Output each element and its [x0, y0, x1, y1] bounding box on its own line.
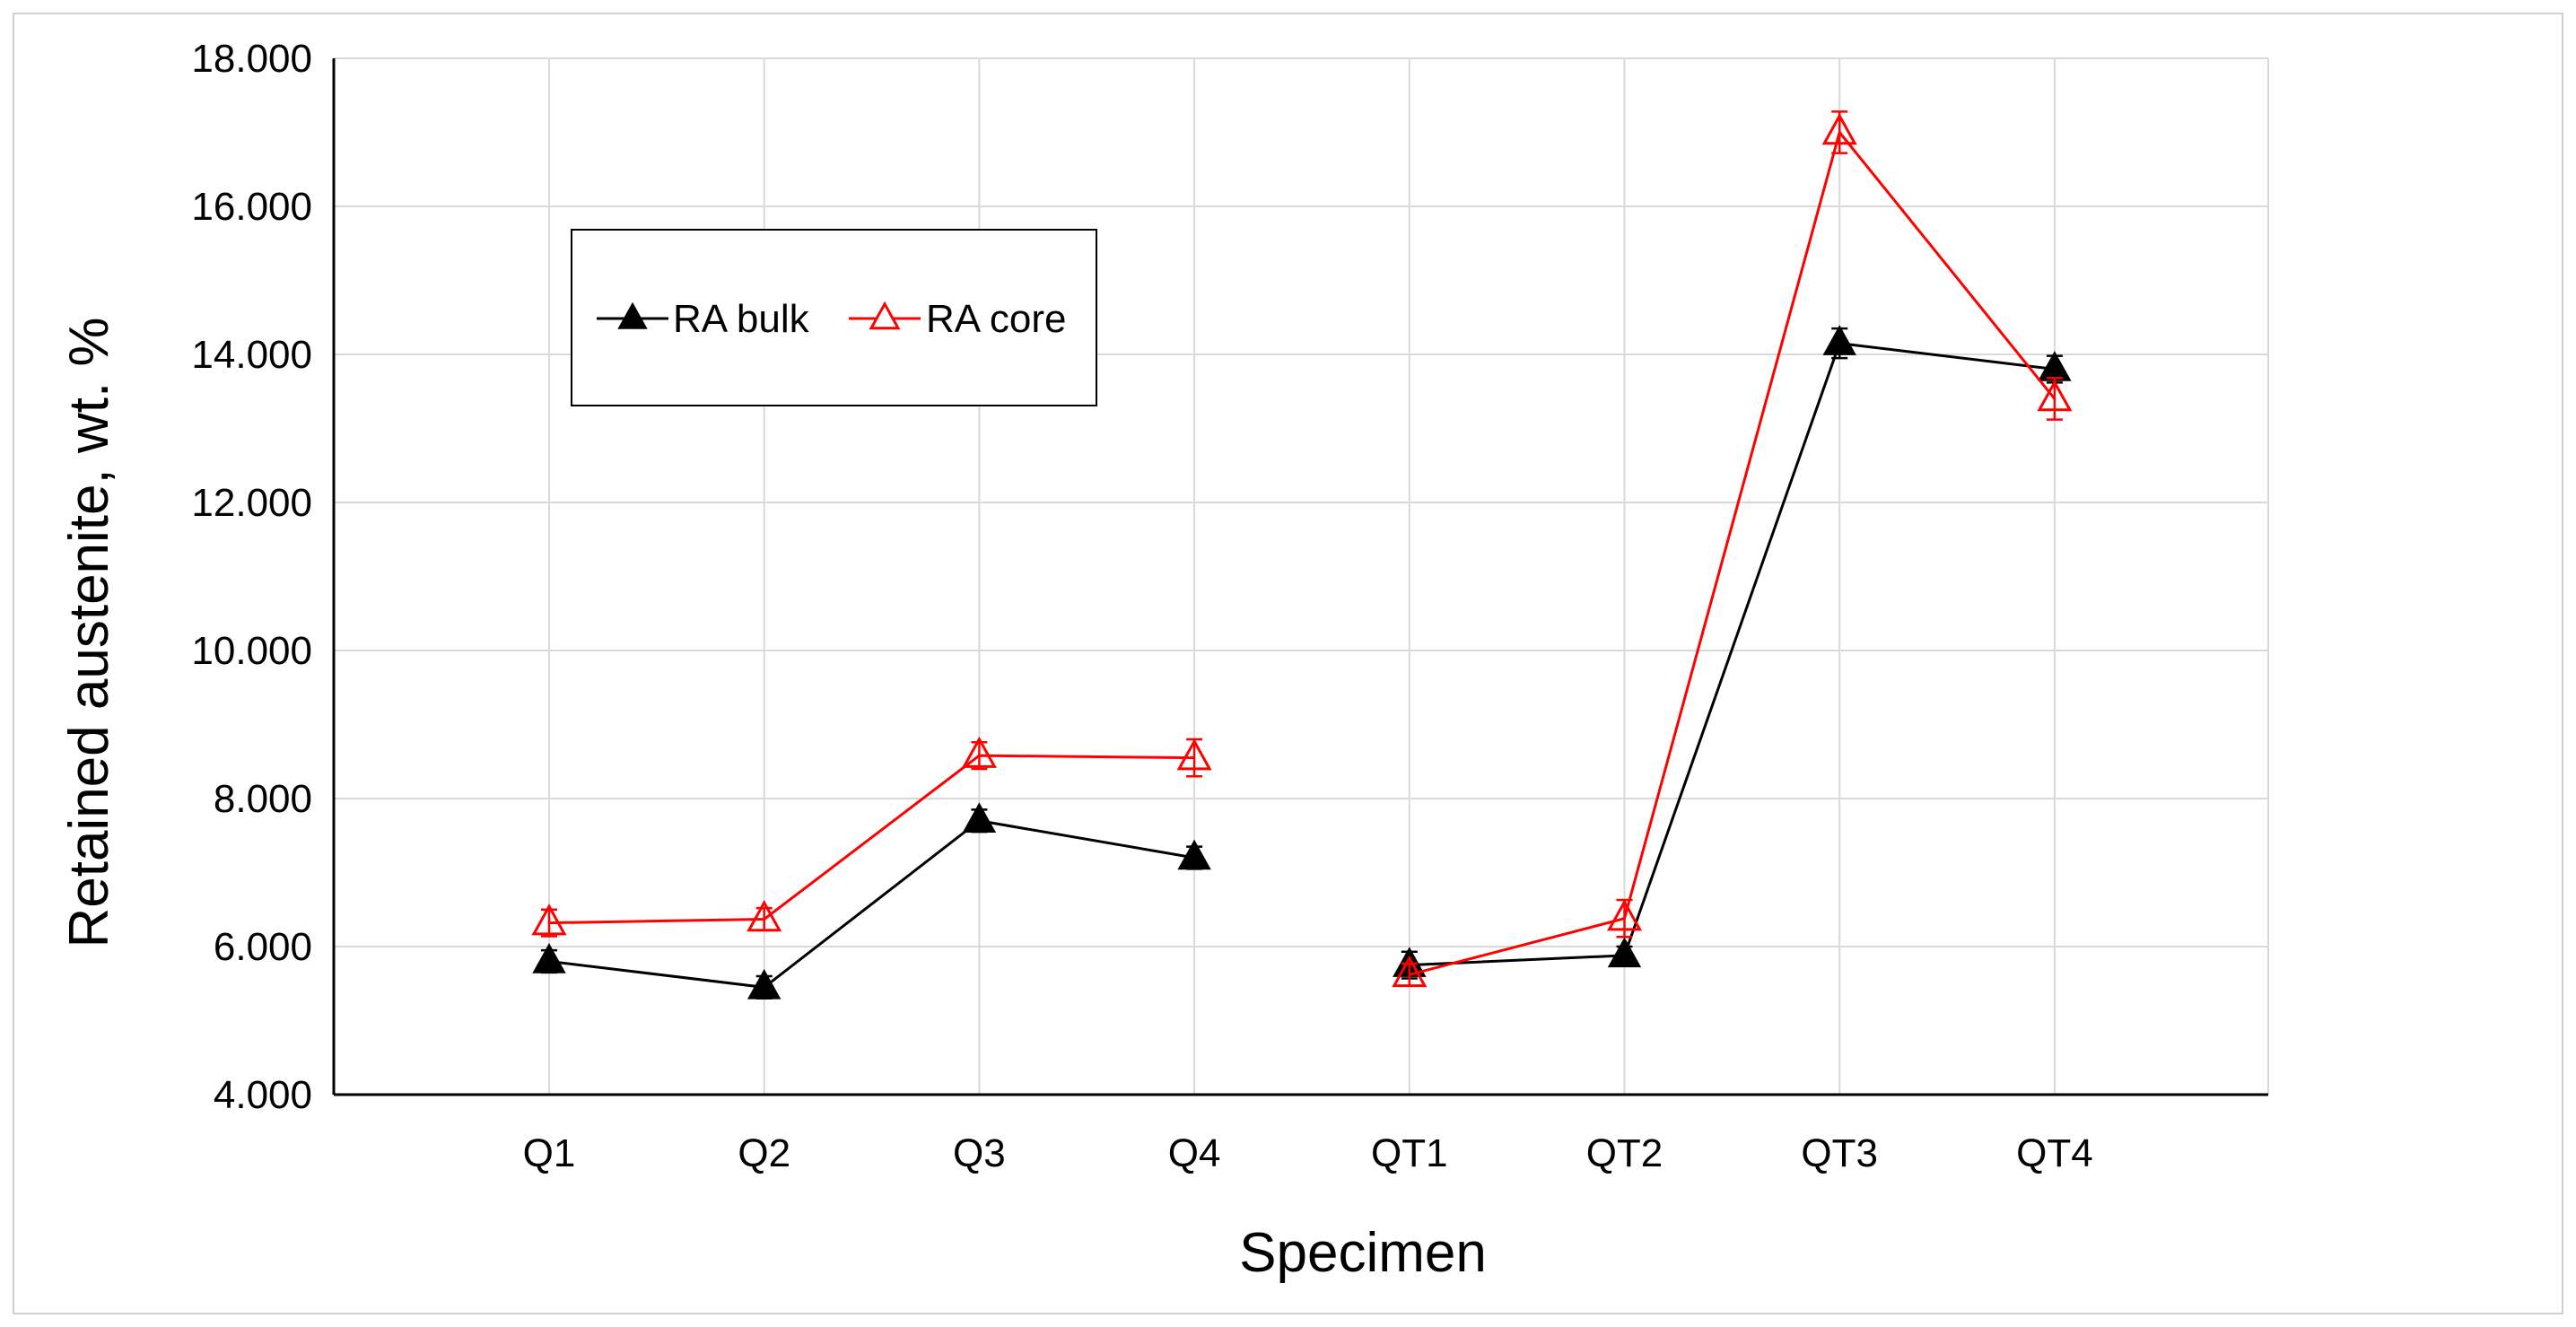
- y-tick-labels: 4.000 6.000 8.000 10.000 12.000 14.000 16.000 1…: [191, 37, 312, 1117]
- legend-entry: RA core: [849, 297, 1067, 341]
- data-point: [1822, 325, 1856, 355]
- y-tick-label: 14.000: [191, 333, 312, 377]
- x-tick-label: QT3: [1801, 1131, 1878, 1175]
- data-point: [2037, 380, 2073, 412]
- data-point: [962, 802, 997, 833]
- y-tick-label: 16.000: [191, 185, 312, 229]
- y-tick-label: 8.000: [214, 777, 312, 821]
- data-point: [1392, 955, 1428, 988]
- x-axis-title: Specimen: [1239, 1222, 1487, 1284]
- data-point: [1607, 937, 1642, 968]
- data-point: [1177, 839, 1211, 870]
- data-point: [747, 900, 782, 932]
- data-point: [1176, 738, 1212, 771]
- data-point: [1821, 113, 1857, 145]
- series-line: [548, 754, 1195, 925]
- x-tick-label: Q3: [953, 1131, 1006, 1175]
- legend-label: RA bulk: [673, 297, 810, 341]
- data-point: [532, 943, 566, 973]
- legend-box: [571, 229, 1097, 406]
- data-point: [531, 904, 567, 936]
- data-point: [2038, 351, 2072, 381]
- chart-frame: [13, 13, 2563, 1314]
- gridlines: [333, 57, 2269, 1095]
- x-tick-label: QT1: [1371, 1131, 1448, 1175]
- y-tick-label: 12.000: [191, 481, 312, 525]
- data-point: [1606, 899, 1643, 931]
- x-tick-label: Q1: [523, 1131, 576, 1175]
- y-tick-label: 4.000: [214, 1073, 312, 1117]
- legend-label: RA core: [926, 297, 1067, 341]
- y-tick-label: 18.000: [191, 37, 312, 81]
- x-tick-label: QT2: [1586, 1131, 1663, 1175]
- series: [531, 110, 2073, 1000]
- data-point: [961, 736, 997, 768]
- x-tick-label: Q4: [1168, 1131, 1221, 1175]
- series-ra-core: [531, 110, 2073, 988]
- y-tick-label: 10.000: [191, 629, 312, 673]
- legend-items: RA bulk RA core: [597, 297, 1067, 341]
- x-tick-label: QT4: [2016, 1131, 2093, 1175]
- series-line: [1409, 341, 2056, 967]
- legend: RA bulk RA core: [571, 229, 1097, 406]
- legend-entry: RA bulk: [597, 297, 810, 341]
- data-point: [747, 968, 782, 1000]
- axes: [332, 58, 2268, 1096]
- series-ra-bulk: [532, 325, 2072, 1000]
- x-tick-labels: Q1 Q2 Q3 Q4 QT1 QT2 QT3 QT4: [523, 1131, 2093, 1175]
- series-line: [548, 819, 1195, 989]
- y-tick-label: 6.000: [214, 925, 312, 969]
- series-line: [1409, 129, 2056, 976]
- legend-marker: [869, 301, 901, 330]
- x-tick-label: Q2: [738, 1131, 790, 1175]
- y-axis-title: Retained austenite, wt. %: [58, 317, 120, 947]
- legend-marker: [617, 301, 648, 329]
